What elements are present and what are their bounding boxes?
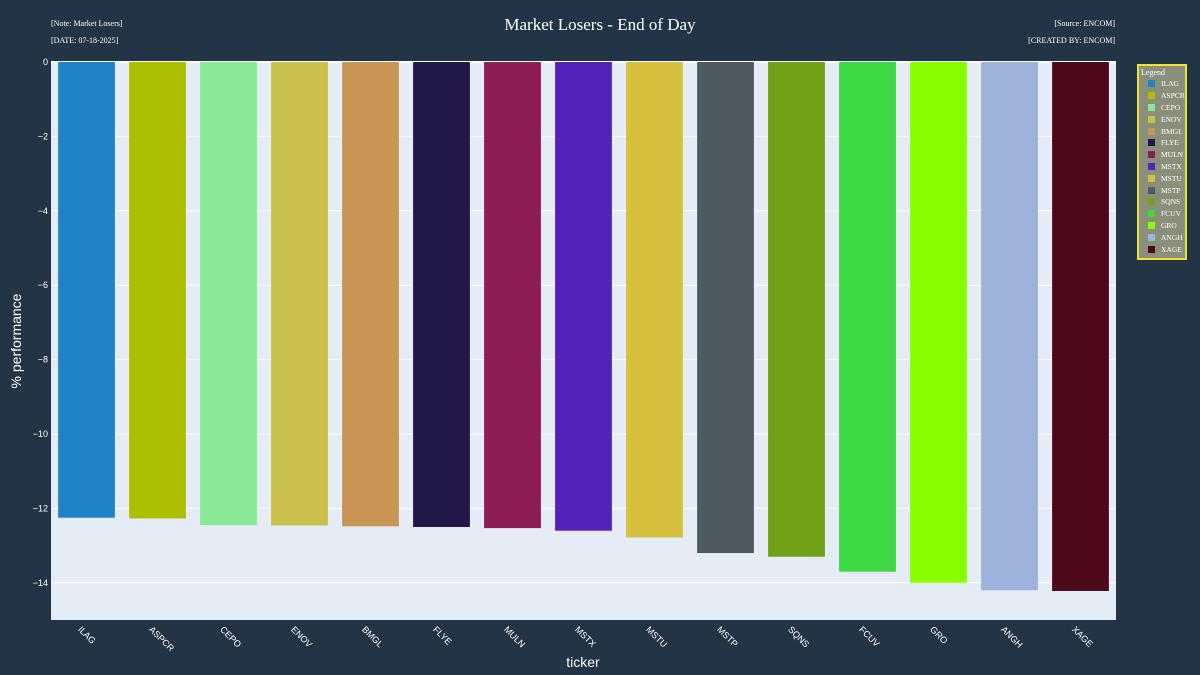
x-tick-label: ENOV (289, 624, 314, 649)
bar-cepo[interactable] (200, 62, 257, 526)
y-tick-label: −8 (38, 355, 48, 365)
legend-swatch (1148, 162, 1155, 170)
legend-item-muln[interactable]: MULN (1139, 149, 1185, 161)
x-tick-labels: ILAG ASPCR CEPO ENOV BMGL FLYE MULN MSTX MSTU MST… (76, 624, 1095, 653)
legend-label: SQNS (1161, 197, 1181, 207)
legend-swatch (1148, 245, 1155, 253)
bar-enov[interactable] (271, 62, 328, 526)
x-tick-label: MSTX (573, 624, 598, 649)
legend-item-aspcr[interactable]: ASPCR (1139, 90, 1185, 102)
bar-sqns[interactable] (768, 62, 825, 557)
bar-flye[interactable] (413, 62, 470, 527)
legend-item-cepo[interactable]: CEPO (1139, 102, 1185, 114)
legend-label: ILAG (1161, 79, 1179, 89)
legend-swatch (1148, 221, 1155, 229)
y-tick-label: −14 (33, 578, 48, 588)
legend-item-ilag[interactable]: ILAG (1139, 78, 1185, 90)
legend-label: ANGH (1161, 232, 1183, 242)
legend-label: XAGE (1161, 244, 1182, 254)
legend-label: FLYE (1161, 138, 1179, 148)
x-tick-label: MULN (502, 624, 527, 649)
legend-swatch (1148, 127, 1155, 135)
legend-item-bmgl[interactable]: BMGL (1139, 125, 1185, 137)
legend-item-flye[interactable]: FLYE (1139, 137, 1185, 149)
legend-label: MSTU (1161, 173, 1182, 183)
bar-muln[interactable] (484, 62, 541, 529)
x-tick-label: ANGH (999, 624, 1024, 649)
x-tick-label: XAGE (1070, 624, 1095, 649)
legend-item-mstp[interactable]: MSTP (1139, 184, 1185, 196)
legend-item-fcuv[interactable]: FCUV (1139, 208, 1185, 220)
bar-gro[interactable] (910, 62, 967, 583)
legend-item-mstx[interactable]: MSTX (1139, 161, 1185, 173)
bars (58, 62, 1109, 591)
bar-angh[interactable] (981, 62, 1038, 591)
bar-mstu[interactable] (626, 62, 683, 538)
bar-xage[interactable] (1052, 62, 1109, 591)
legend-swatch (1148, 186, 1155, 194)
date-annotation: [DATE: 07-18-2025] (51, 36, 119, 45)
legend-label: MSTP (1161, 185, 1181, 195)
legend-label: CEPO (1161, 102, 1181, 112)
bar-bmgl[interactable] (342, 62, 399, 527)
bar-mstx[interactable] (555, 62, 612, 531)
legend-swatch (1148, 92, 1155, 100)
legend-swatch (1148, 103, 1155, 111)
x-tick-label: MSTU (644, 624, 669, 649)
legend-label: ENOV (1161, 114, 1182, 124)
bar-aspcr[interactable] (129, 62, 186, 519)
x-tick-label: ASPCR (147, 624, 176, 653)
y-tick-labels: 0 −2 −4 −6 −8 −10 −12 −14 (33, 57, 48, 588)
x-tick-label: ILAG (76, 624, 98, 646)
x-tick-label: BMGL (360, 624, 385, 649)
y-tick-label: −2 (38, 131, 48, 141)
legend-swatch (1148, 210, 1155, 218)
legend-swatch (1148, 198, 1155, 206)
legend: Legend ILAG ASPCR CEPO ENOV BMGL FLYE MULN MSTX… (1137, 64, 1187, 260)
bar-ilag[interactable] (58, 62, 115, 518)
legend-item-mstu[interactable]: MSTU (1139, 172, 1185, 184)
source-annotation: [Source: ENCOM] (1054, 19, 1115, 28)
legend-swatch (1148, 233, 1155, 241)
chart-title: Market Losers - End of Day (504, 15, 696, 34)
legend-item-enov[interactable]: ENOV (1139, 113, 1185, 125)
legend-swatch (1148, 151, 1155, 159)
legend-swatch (1148, 174, 1155, 182)
legend-item-angh[interactable]: ANGH (1139, 231, 1185, 243)
y-axis-title: % performance (8, 293, 24, 388)
legend-title: Legend (1141, 68, 1165, 77)
created-by-annotation: [CREATED BY: ENCOM] (1028, 36, 1115, 45)
legend-label: FCUV (1161, 209, 1182, 219)
legend-item-sqns[interactable]: SQNS (1139, 196, 1185, 208)
legend-item-gro[interactable]: GRO (1139, 220, 1185, 232)
legend-swatch (1148, 80, 1155, 88)
x-axis-title: ticker (566, 654, 600, 670)
y-tick-label: −4 (38, 206, 48, 216)
legend-label: BMGL (1161, 126, 1183, 136)
y-tick-label: −6 (38, 280, 48, 290)
y-tick-label: −10 (33, 429, 48, 439)
x-tick-label: GRO (928, 624, 950, 646)
y-tick-label: 0 (43, 57, 48, 67)
legend-swatch (1148, 139, 1155, 147)
legend-label: MULN (1161, 150, 1184, 160)
legend-item-xage[interactable]: XAGE (1139, 243, 1185, 255)
x-tick-label: MSTP (715, 624, 740, 649)
legend-label: GRO (1161, 220, 1177, 230)
x-tick-label: FCUV (857, 624, 881, 648)
legend-swatch (1148, 115, 1155, 123)
x-tick-label: CEPO (218, 624, 243, 649)
note-annotation: [Note: Market Losers] (51, 19, 123, 28)
x-tick-label: FLYE (431, 624, 454, 647)
legend-label: ASPCR (1161, 91, 1185, 101)
bar-mstp[interactable] (697, 62, 754, 554)
x-tick-label: SQNS (786, 624, 811, 649)
bar-fcuv[interactable] (839, 62, 896, 572)
y-tick-label: −12 (33, 503, 48, 513)
legend-label: MSTX (1161, 161, 1182, 171)
